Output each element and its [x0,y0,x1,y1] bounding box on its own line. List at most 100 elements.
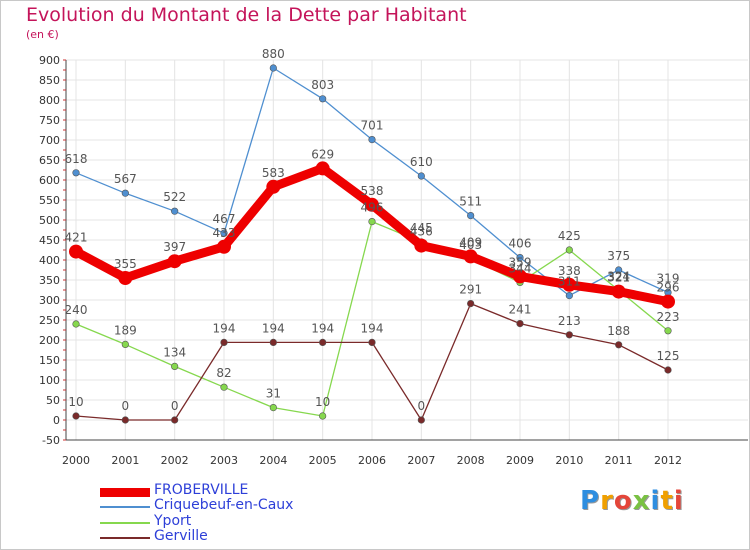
y-tick-label: 550 [39,194,60,207]
y-tick-label: 850 [39,74,60,87]
y-tick-label: 0 [53,414,60,427]
data-point [661,294,675,309]
y-tick-label: 800 [39,94,60,107]
data-point [365,197,379,212]
data-label: 10 [315,395,330,409]
x-tick-label: 2010 [555,454,583,467]
data-point [467,212,475,220]
data-point [269,64,277,72]
data-label: 355 [114,257,137,271]
data-point [664,366,672,374]
data-label: 321 [607,271,630,285]
y-tick-label: 200 [39,334,60,347]
data-point [121,340,129,349]
data-label: 397 [163,240,186,254]
data-point [565,292,573,300]
chart-unit: (en €) [26,28,59,41]
data-point [269,404,277,412]
legend-label: Criquebeuf-en-Caux [154,497,294,513]
y-tick-label: 750 [39,114,60,127]
y-tick-label: 300 [39,294,60,307]
data-point [171,416,179,424]
data-label: 213 [558,314,581,328]
data-label: 511 [459,195,482,209]
data-label: 880 [262,47,285,61]
y-tick-label: 400 [39,254,60,267]
x-tick-label: 2000 [62,454,90,467]
x-tick-label: 2002 [161,454,189,467]
data-label: 421 [65,231,88,245]
y-tick-label: 500 [39,214,60,227]
data-point [118,271,133,285]
y-tick-label: 600 [39,174,60,187]
y-tick-label: 50 [46,394,60,407]
data-label: 425 [558,229,581,243]
data-label: 436 [410,225,433,239]
data-point [368,218,376,226]
data-label: 409 [459,235,482,249]
y-tick-label: 250 [39,314,60,327]
data-label: 194 [213,321,236,335]
data-label: 125 [657,349,680,363]
data-label: 240 [65,303,88,317]
data-point [417,416,425,424]
x-tick-label: 2003 [210,454,238,467]
legend-label: FROBERVILLE [154,482,249,498]
data-point [72,169,80,177]
y-tick-label: 650 [39,154,60,167]
data-label: 291 [459,283,482,297]
data-point [220,383,228,391]
data-point [368,338,376,347]
data-point [319,338,327,347]
legend-label: Gerville [154,528,208,544]
y-tick-label: 350 [39,274,60,287]
data-label: 522 [163,190,186,204]
chart-title: Evolution du Montant de la Dette par Hab… [26,4,467,26]
y-tick-label: 100 [39,374,60,387]
data-label: 338 [558,264,581,278]
data-point [615,341,623,349]
data-point [467,300,475,308]
data-label: 496 [361,201,384,215]
data-label: 583 [262,166,285,180]
y-tick-label: 450 [39,234,60,247]
x-tick-label: 2008 [457,454,485,467]
data-point [220,229,228,237]
data-label: 467 [213,212,236,226]
x-tick-label: 2005 [309,454,337,467]
data-point [513,269,527,284]
data-label: 538 [361,184,384,198]
legend-label: Yport [154,513,192,529]
data-point [319,95,327,103]
data-label: 296 [657,281,680,295]
data-label: 701 [361,119,384,133]
data-label: 618 [65,152,88,166]
data-point [516,254,524,262]
data-point [121,189,129,197]
data-point [417,172,425,180]
data-label: 31 [266,387,281,401]
data-point [463,249,478,264]
data-point [121,416,129,424]
data-point [315,161,330,176]
x-tick-label: 2006 [358,454,386,467]
axes: -500501001502002503003504004505005506006… [39,54,748,467]
data-point [171,207,179,215]
data-label: 433 [213,226,236,240]
y-tick-label: 150 [39,354,60,367]
data-point [565,246,573,254]
x-tick-label: 2009 [506,454,534,467]
data-label: 0 [171,399,179,413]
data-point [167,254,182,269]
data-label: 324 [607,269,630,283]
data-label: 803 [311,78,334,92]
y-tick-label: 900 [39,54,60,67]
data-point [72,412,80,420]
data-label: 567 [114,172,137,186]
series-layer [69,64,675,424]
x-tick-label: 2012 [654,454,682,467]
data-point [664,327,672,335]
data-label: 189 [114,323,137,337]
data-label: 134 [163,345,186,359]
